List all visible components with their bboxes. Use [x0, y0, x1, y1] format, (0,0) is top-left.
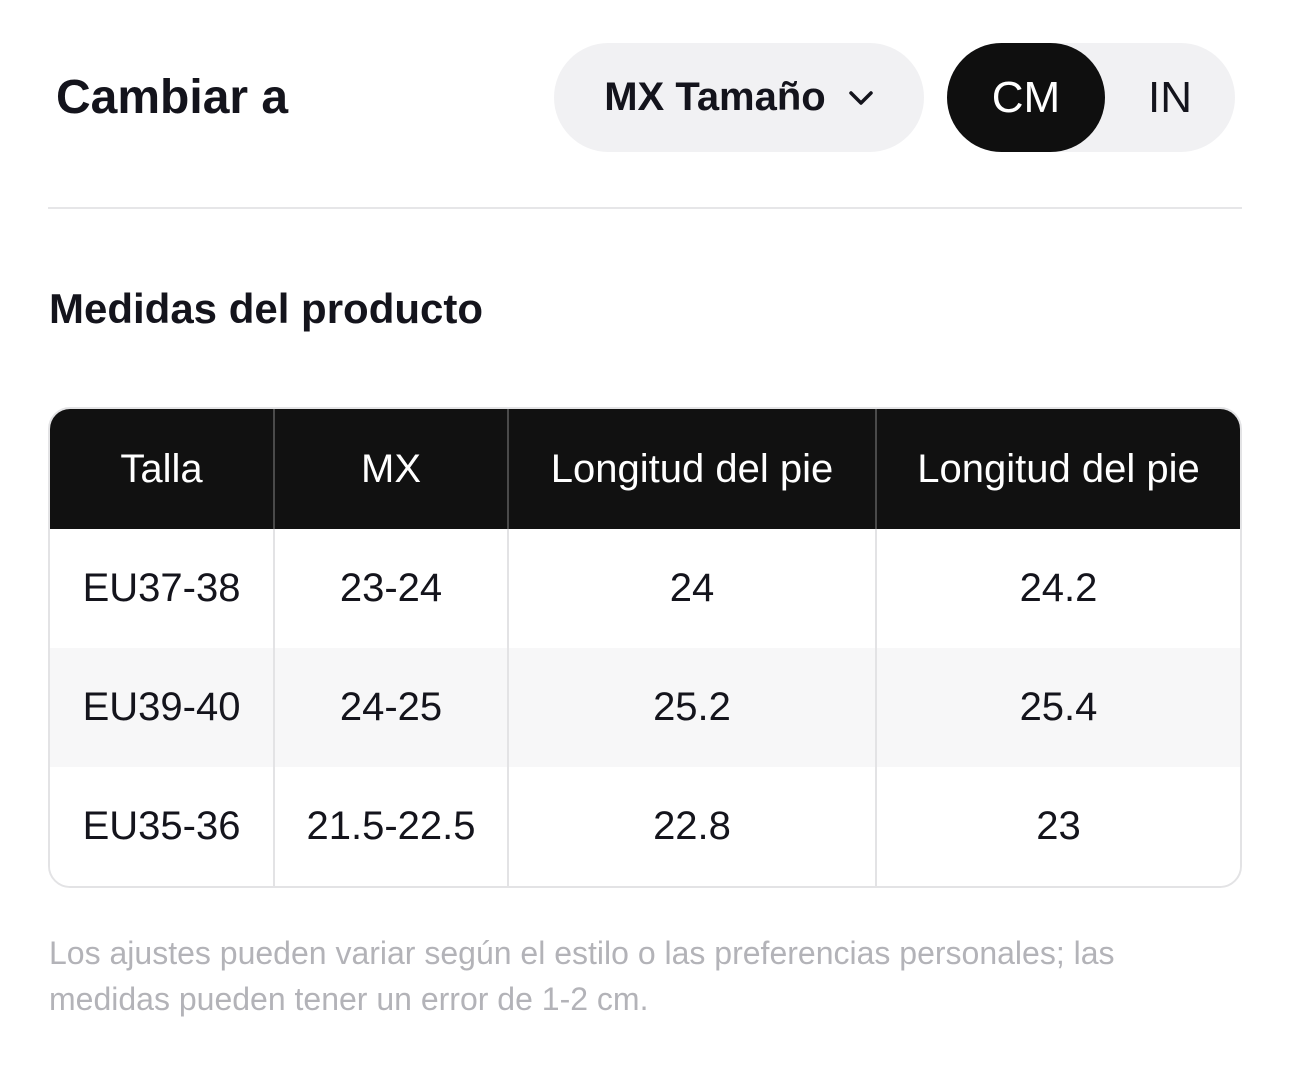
table-cell: EU37-38 — [50, 529, 275, 648]
unit-in-button[interactable]: IN — [1148, 72, 1192, 122]
table-cell: 25.4 — [1019, 685, 1098, 729]
column-header: Longitud del pie — [917, 446, 1200, 491]
table-cell: 24.2 — [1019, 566, 1098, 610]
size-table: Talla MX Longitud del pie Longitud del p… — [48, 407, 1242, 888]
table-cell: 23 — [1036, 804, 1081, 848]
unit-cm-button[interactable]: CM — [947, 43, 1105, 152]
column-header: MX — [275, 409, 509, 529]
table-cell: 22.8 — [509, 767, 877, 886]
size-system-dropdown[interactable]: MX Tamaño — [554, 43, 924, 152]
table-cell: 24-25 — [275, 648, 509, 767]
header-divider — [48, 207, 1242, 209]
unit-toggle: CM IN — [947, 43, 1235, 152]
table-cell: 23-24 — [275, 529, 509, 648]
table-header-row: Talla MX Longitud del pie Longitud del p… — [50, 409, 1240, 529]
table-row: EU37-38 23-24 24 24.2 — [50, 529, 1240, 648]
table-cell: 21.5-22.5 — [275, 767, 509, 886]
table-cell: 24 — [509, 529, 877, 648]
size-system-value: MX Tamaño — [604, 75, 826, 119]
fit-disclaimer: Los ajustes pueden variar según el estil… — [49, 935, 1115, 1017]
section-title: Medidas del producto — [49, 285, 484, 332]
table-cell: 25.2 — [509, 648, 877, 767]
column-header: Talla — [50, 409, 275, 529]
table-row: EU35-36 21.5-22.5 22.8 23 — [50, 767, 1240, 886]
column-header: Longitud del pie — [509, 409, 877, 529]
chevron-down-icon — [849, 90, 873, 105]
table-row: EU39-40 24-25 25.2 25.4 — [50, 648, 1240, 767]
switch-to-label: Cambiar a — [56, 71, 289, 124]
table-cell: EU35-36 — [50, 767, 275, 886]
table-cell: EU39-40 — [50, 648, 275, 767]
